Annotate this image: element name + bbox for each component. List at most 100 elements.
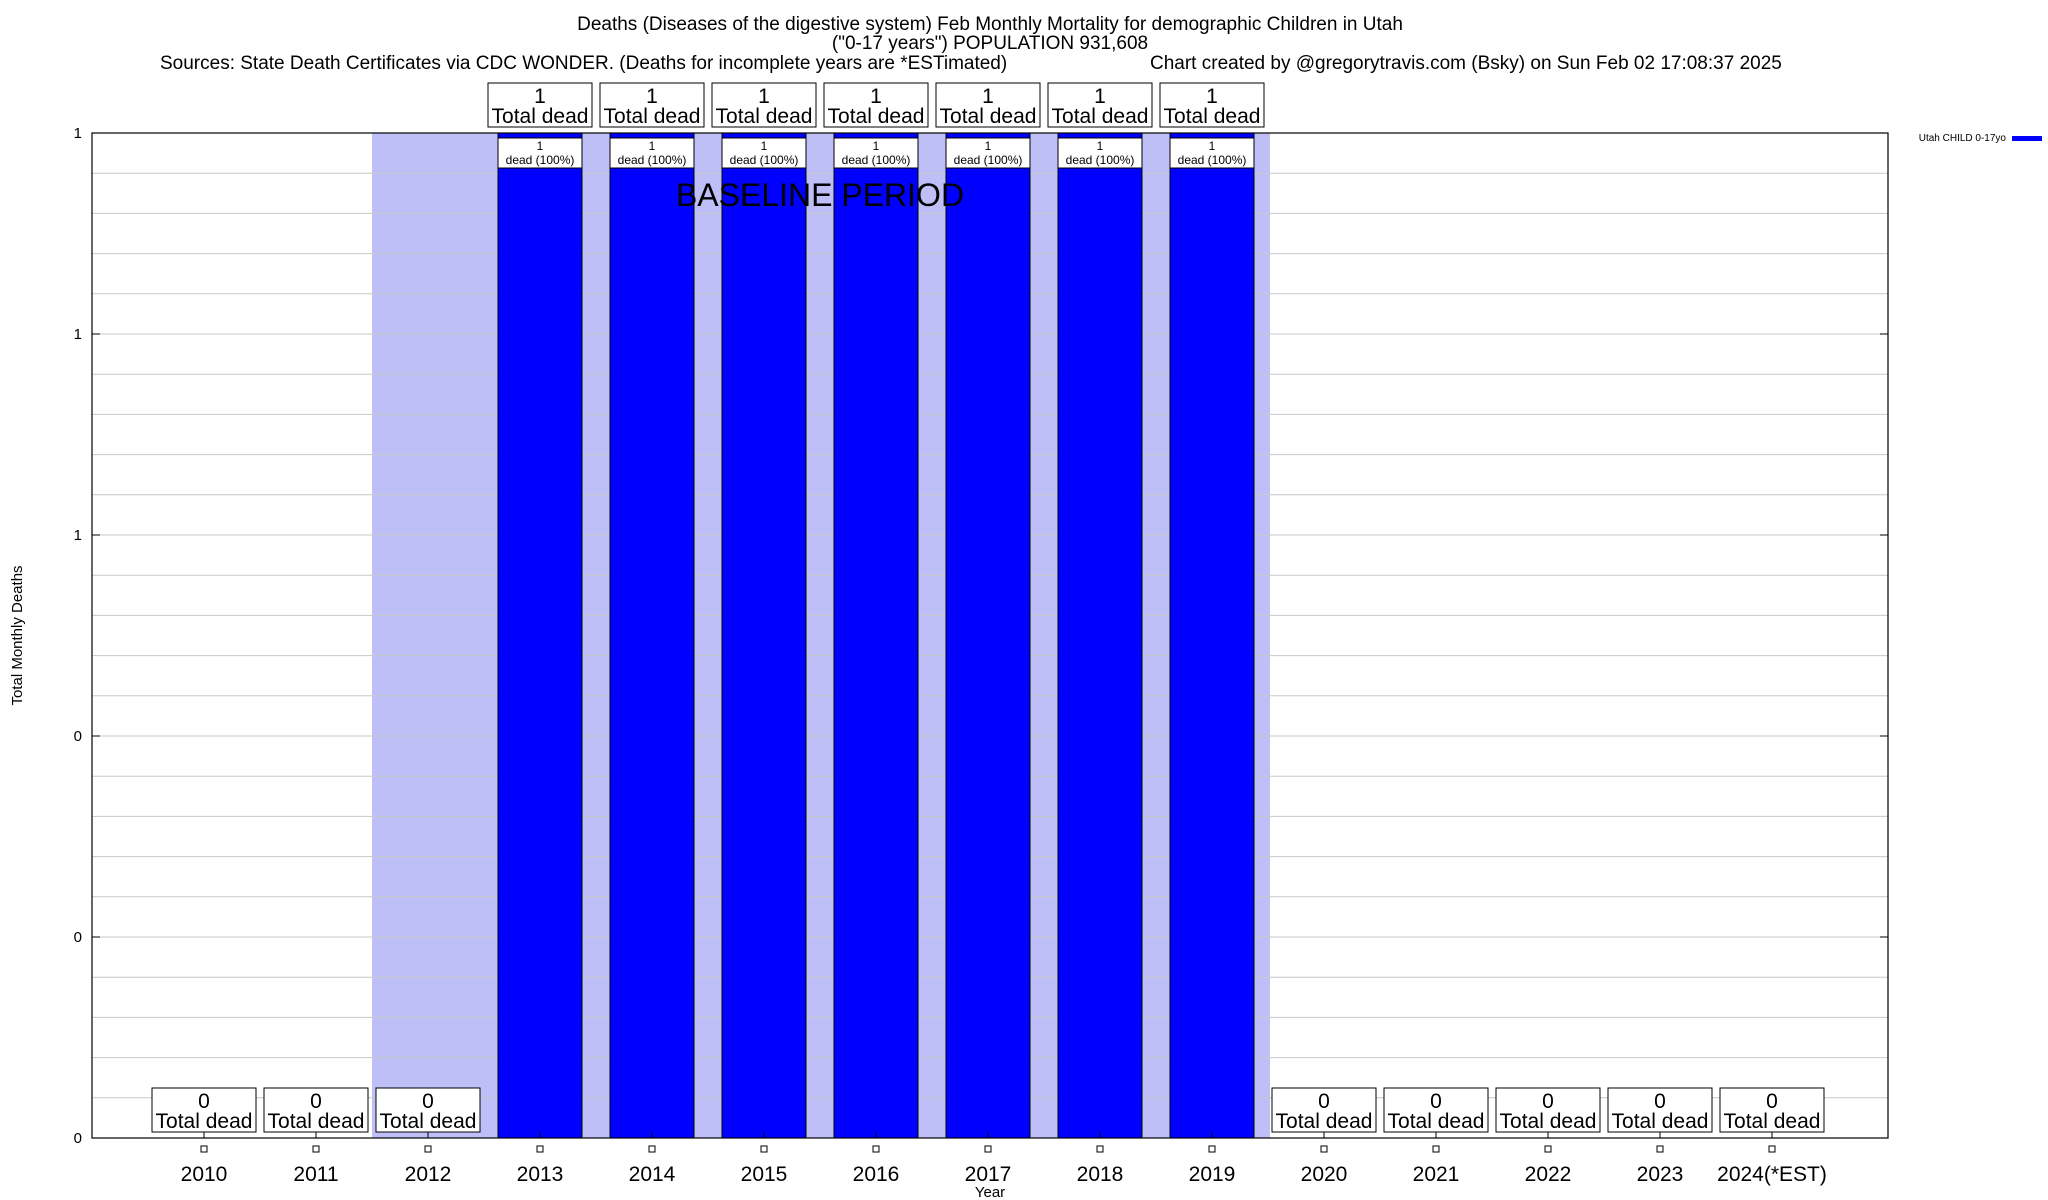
x-tick-label: 2016 (853, 1163, 900, 1186)
bar-2014 (609, 132, 695, 1139)
y-axis-label: Total Monthly Deaths (9, 565, 26, 705)
bar-2019 (1169, 132, 1255, 1139)
total-value-2017: 1 (982, 85, 994, 108)
bar-label-box-2018 (1057, 137, 1143, 169)
x-tick-label: 2011 (293, 1163, 338, 1186)
total-label-2016: Total dead (828, 105, 925, 128)
bar-label-box-2017 (945, 137, 1031, 169)
total-label-2012: Total dead (380, 1110, 477, 1133)
total-label-2019: Total dead (1164, 105, 1261, 128)
bar-label-text-2015: dead (100%) (730, 153, 799, 167)
total-label-2022: Total dead (1500, 1110, 1597, 1133)
total-box-2012 (375, 1087, 481, 1133)
x-tick-label: 2010 (181, 1163, 228, 1186)
bar-label-text-2014: dead (100%) (618, 153, 687, 167)
x-tick-label: 2015 (741, 1163, 788, 1186)
y-tick-label: 1 (74, 125, 82, 142)
bar-label-value-2013: 1 (537, 139, 544, 153)
x-marker (1208, 1145, 1216, 1153)
x-tick-label: 2017 (965, 1163, 1012, 1186)
total-box-2014 (599, 82, 705, 128)
bar-label-value-2018: 1 (1097, 139, 1104, 153)
x-marker (536, 1145, 544, 1153)
total-value-2020: 0 (1318, 1090, 1330, 1113)
total-box-2011 (263, 1087, 369, 1133)
bar-label-value-2019: 1 (1209, 139, 1216, 153)
y-tick-label: 0 (74, 728, 82, 745)
bar-label-box-2019 (1169, 137, 1255, 169)
bar-label-value-2014: 1 (649, 139, 656, 153)
y-tick-label: 0 (74, 1130, 82, 1147)
x-marker (760, 1145, 768, 1153)
total-label-2021: Total dead (1388, 1110, 1485, 1133)
legend-label: Utah CHILD 0-17yo (1919, 133, 2007, 144)
bar-label-text-2019: dead (100%) (1178, 153, 1247, 167)
bar-2015 (721, 132, 807, 1139)
x-marker (1432, 1145, 1440, 1153)
bar-label-text-2013: dead (100%) (506, 153, 575, 167)
total-box-2013 (487, 82, 593, 128)
total-label-2024(*EST): Total dead (1724, 1110, 1821, 1133)
total-box-2020 (1271, 1087, 1377, 1133)
total-label-2010: Total dead (156, 1110, 253, 1133)
chart-title: Deaths (Diseases of the digestive system… (577, 14, 1403, 35)
x-marker (1320, 1145, 1328, 1153)
x-tick-label: 2020 (1301, 1163, 1348, 1186)
x-marker (1768, 1145, 1776, 1153)
total-label-2011: Total dead (268, 1110, 365, 1133)
total-box-2016 (823, 82, 929, 128)
x-tick-label: 2012 (405, 1163, 452, 1186)
x-tick-label: 2013 (517, 1163, 564, 1186)
y-tick-label: 1 (74, 527, 82, 544)
total-box-2017 (935, 82, 1041, 128)
bar-label-text-2017: dead (100%) (954, 153, 1023, 167)
x-axis-label: Year (975, 1184, 1005, 1200)
bar-2013 (497, 132, 583, 1139)
bar-2018 (1057, 132, 1143, 1139)
chart-subtitle: ("0-17 years") POPULATION 931,608 (831, 33, 1149, 54)
bar-label-text-2018: dead (100%) (1066, 153, 1135, 167)
x-tick-label: 2022 (1525, 1163, 1572, 1186)
total-box-2022 (1495, 1087, 1601, 1133)
total-box-2018 (1047, 82, 1153, 128)
bar-label-value-2017: 1 (985, 139, 992, 153)
x-marker (200, 1145, 208, 1153)
bar-label-text-2016: dead (100%) (842, 153, 911, 167)
x-tick-label: 2021 (1413, 1163, 1460, 1186)
baseline-label: BASELINE PERIOD (676, 177, 964, 213)
chart-sources: Sources: State Death Certificates via CD… (160, 53, 1008, 74)
bar-2016 (833, 132, 919, 1139)
total-box-2023 (1607, 1087, 1713, 1133)
bar-label-box-2014 (609, 137, 695, 169)
total-label-2015: Total dead (716, 105, 813, 128)
bar-label-value-2016: 1 (873, 139, 880, 153)
legend-swatch (2012, 136, 2042, 141)
total-value-2018: 1 (1094, 85, 1106, 108)
total-value-2011: 0 (310, 1090, 322, 1113)
total-label-2014: Total dead (604, 105, 701, 128)
bar-2017 (945, 132, 1031, 1139)
x-marker (1656, 1145, 1664, 1153)
x-tick-label: 2018 (1077, 1163, 1124, 1186)
total-value-2016: 1 (870, 85, 882, 108)
total-box-2024(*EST) (1719, 1087, 1825, 1133)
y-tick-label: 0 (74, 929, 82, 946)
total-box-2010 (151, 1087, 257, 1133)
x-tick-label: 2024(*EST) (1717, 1163, 1827, 1186)
total-value-2010: 0 (198, 1090, 210, 1113)
total-label-2023: Total dead (1612, 1110, 1709, 1133)
bar-label-box-2015 (721, 137, 807, 169)
total-label-2013: Total dead (492, 105, 589, 128)
x-marker (872, 1145, 880, 1153)
total-value-2015: 1 (758, 85, 770, 108)
bar-label-value-2015: 1 (761, 139, 768, 153)
bar-label-box-2013 (497, 137, 583, 169)
total-box-2015 (711, 82, 817, 128)
x-marker (984, 1145, 992, 1153)
total-label-2020: Total dead (1276, 1110, 1373, 1133)
chart-credit: Chart created by @gregorytravis.com (Bsk… (1150, 53, 1782, 74)
total-label-2018: Total dead (1052, 105, 1149, 128)
total-value-2024(*EST): 0 (1766, 1090, 1778, 1113)
y-tick-label: 1 (74, 326, 82, 343)
